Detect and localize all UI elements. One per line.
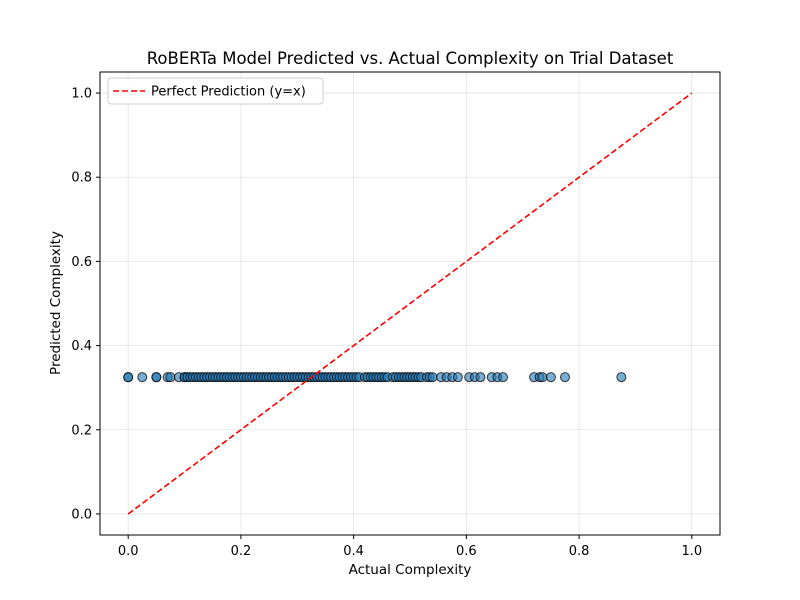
data-point (616, 372, 627, 383)
legend-entry-perfect-prediction: Perfect Prediction (y=x) (151, 85, 306, 100)
y-tick-label: 1.0 (71, 87, 92, 102)
plot-area-frame (99, 71, 721, 536)
data-point (498, 372, 508, 383)
y-tick-label: 0.8 (71, 171, 92, 186)
perfect-prediction-line (127, 92, 693, 515)
x-axis-ticks: 0.0 0.2 0.4 0.6 0.8 1.0 (118, 535, 702, 559)
x-tick-label: 0.8 (569, 544, 590, 559)
data-point (165, 372, 176, 383)
chart-title: RoBERTa Model Predicted vs. Actual Compl… (147, 49, 674, 68)
data-point (151, 372, 162, 383)
data-point (475, 372, 486, 383)
x-tick-label: 1.0 (681, 544, 702, 559)
reference-line-layer (127, 92, 693, 515)
grid-lines (100, 72, 720, 535)
x-tick-label: 0.4 (343, 544, 364, 559)
x-tick-label: 0.2 (231, 544, 252, 559)
y-tick-label: 0.6 (71, 255, 92, 270)
x-tick-label: 0.6 (456, 544, 477, 559)
data-point (123, 372, 134, 383)
x-axis-label: Actual Complexity (349, 562, 472, 578)
y-tick-label: 0.2 (71, 423, 92, 438)
y-tick-label: 0.4 (71, 339, 92, 354)
y-tick-label: 0.0 (71, 507, 92, 522)
data-points (123, 372, 627, 383)
data-point (545, 372, 556, 383)
data-point (427, 372, 438, 383)
data-point (452, 372, 463, 383)
x-tick-label: 0.0 (118, 544, 139, 559)
y-axis-ticks: 0.0 0.2 0.4 0.6 0.8 1.0 (71, 87, 100, 522)
data-point (137, 372, 148, 383)
y-axis-label: Predicted Complexity (48, 231, 64, 375)
data-point (537, 372, 548, 383)
legend: Perfect Prediction (y=x) (107, 77, 324, 105)
legend-box (107, 77, 324, 105)
data-point (560, 372, 570, 383)
